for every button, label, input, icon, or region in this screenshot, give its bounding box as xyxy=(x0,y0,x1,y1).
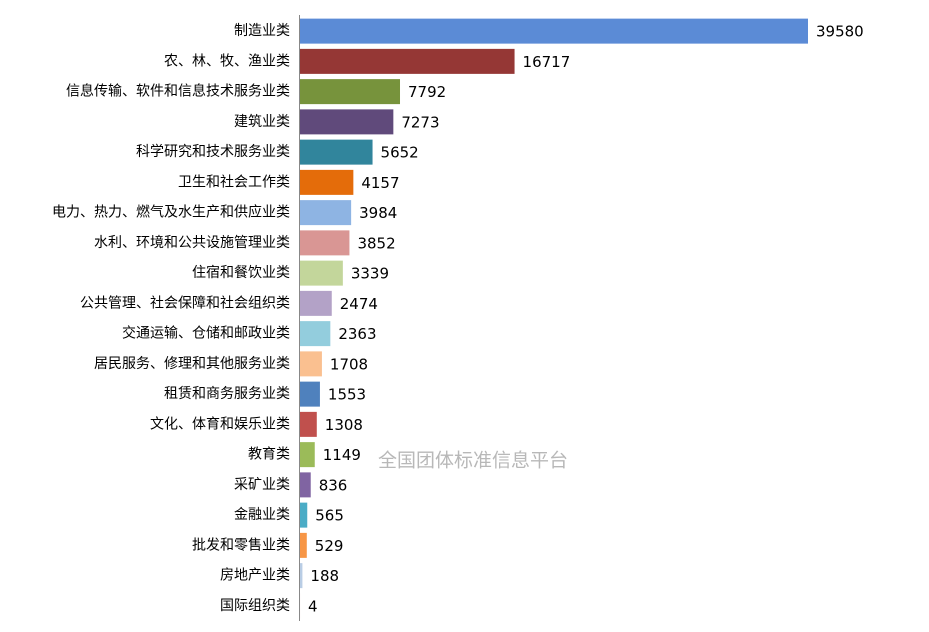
value-label: 565 xyxy=(315,507,344,525)
value-label: 7273 xyxy=(401,113,439,131)
category-label: 金融业类 xyxy=(234,507,290,523)
value-label: 39580 xyxy=(816,23,864,41)
bar xyxy=(300,502,308,528)
category-label: 电力、热力、燃气及水生产和供应业类 xyxy=(52,204,290,221)
bar xyxy=(300,472,311,498)
bar xyxy=(300,169,354,195)
bar xyxy=(300,79,401,105)
bar xyxy=(300,290,332,316)
bar xyxy=(300,532,307,558)
bar xyxy=(300,351,322,377)
bar xyxy=(300,48,515,74)
bar xyxy=(300,139,373,165)
category-label: 租赁和商务服务业类 xyxy=(164,386,290,402)
value-label: 1149 xyxy=(323,446,361,464)
category-label: 房地产业类 xyxy=(220,568,290,584)
bar xyxy=(300,563,303,589)
bar xyxy=(300,411,317,437)
value-label: 3984 xyxy=(359,204,397,222)
value-label: 4 xyxy=(308,597,318,615)
category-label: 住宿和餐饮业类 xyxy=(192,264,290,281)
category-label: 国际组织类 xyxy=(220,598,290,614)
bar xyxy=(300,18,808,44)
value-label: 3339 xyxy=(351,265,389,283)
category-label: 信息传输、软件和信息技术服务业类 xyxy=(66,83,290,100)
category-label: 采矿业类 xyxy=(234,477,290,493)
value-label: 1708 xyxy=(330,355,368,373)
bar xyxy=(300,200,352,226)
category-label: 公共管理、社会保障和社会组织类 xyxy=(80,295,290,311)
bar xyxy=(300,260,343,286)
value-label: 4157 xyxy=(361,174,399,192)
value-label: 7792 xyxy=(408,83,446,101)
category-label: 科学研究和技术服务业类 xyxy=(136,144,290,160)
category-label: 批发和零售业类 xyxy=(192,537,290,553)
category-label: 卫生和社会工作类 xyxy=(178,174,290,190)
bar xyxy=(300,230,350,256)
category-label: 水利、环境和公共设施管理业类 xyxy=(94,235,290,251)
value-label: 3852 xyxy=(357,234,395,252)
category-label: 农、林、牧、渔业类 xyxy=(164,53,290,69)
value-label: 529 xyxy=(315,537,344,555)
value-label: 2474 xyxy=(340,295,378,313)
bar xyxy=(300,109,394,135)
value-label: 5652 xyxy=(381,144,419,162)
watermark: 全国团体标准信息平台 xyxy=(378,450,568,472)
value-label: 1308 xyxy=(325,416,363,434)
category-label: 交通运输、仓储和邮政业类 xyxy=(122,325,290,342)
category-label: 居民服务、修理和其他服务业类 xyxy=(94,356,290,372)
value-label: 836 xyxy=(319,476,348,494)
category-label: 文化、体育和娱乐业类 xyxy=(150,416,290,432)
value-label: 1553 xyxy=(328,386,366,404)
category-label: 建筑业类 xyxy=(234,114,290,130)
value-label: 16717 xyxy=(523,53,571,71)
category-label: 教育类 xyxy=(248,447,290,463)
value-label: 2363 xyxy=(338,325,376,343)
bar xyxy=(300,321,331,347)
bar xyxy=(300,381,320,407)
value-label: 188 xyxy=(310,567,339,585)
bar xyxy=(300,442,315,468)
category-label: 制造业类 xyxy=(234,23,290,39)
